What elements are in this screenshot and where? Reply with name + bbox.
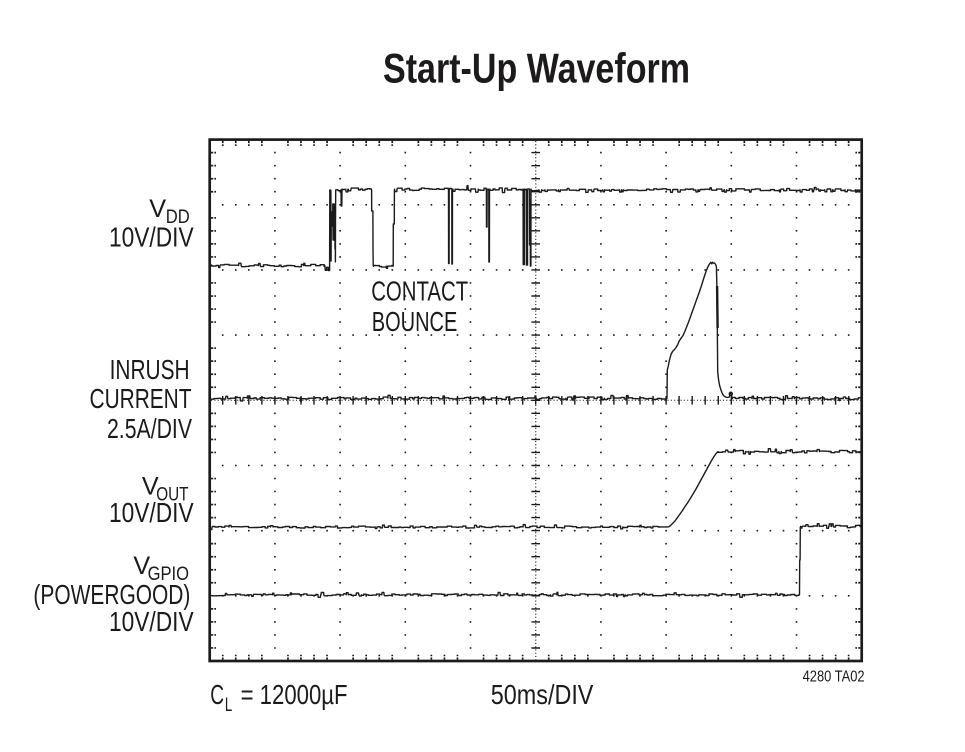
- svg-text:INRUSH: INRUSH: [110, 354, 190, 385]
- svg-text:C: C: [210, 679, 224, 710]
- svg-text:L: L: [225, 694, 232, 716]
- svg-text:OUT: OUT: [156, 483, 188, 505]
- svg-text:2.5A/DIV: 2.5A/DIV: [107, 413, 193, 444]
- svg-text:Start-Up Waveform: Start-Up Waveform: [383, 44, 690, 91]
- svg-text:= 12000µF: = 12000µF: [241, 679, 348, 710]
- svg-text:CONTACT: CONTACT: [371, 276, 468, 307]
- svg-text:BOUNCE: BOUNCE: [372, 306, 458, 337]
- svg-text:CURRENT: CURRENT: [90, 383, 192, 414]
- svg-text:(POWERGOOD): (POWERGOOD): [33, 579, 190, 610]
- svg-text:DD: DD: [166, 206, 190, 228]
- svg-text:V: V: [149, 195, 166, 223]
- svg-text:10V/DIV: 10V/DIV: [109, 606, 194, 637]
- svg-text:GPIO: GPIO: [148, 563, 189, 585]
- svg-text:50ms/DIV: 50ms/DIV: [491, 679, 594, 710]
- svg-text:10V/DIV: 10V/DIV: [109, 497, 194, 528]
- svg-text:4280 TA02: 4280 TA02: [803, 668, 865, 685]
- svg-text:V: V: [142, 472, 159, 500]
- svg-text:10V/DIV: 10V/DIV: [109, 221, 194, 252]
- svg-text:V: V: [133, 552, 150, 580]
